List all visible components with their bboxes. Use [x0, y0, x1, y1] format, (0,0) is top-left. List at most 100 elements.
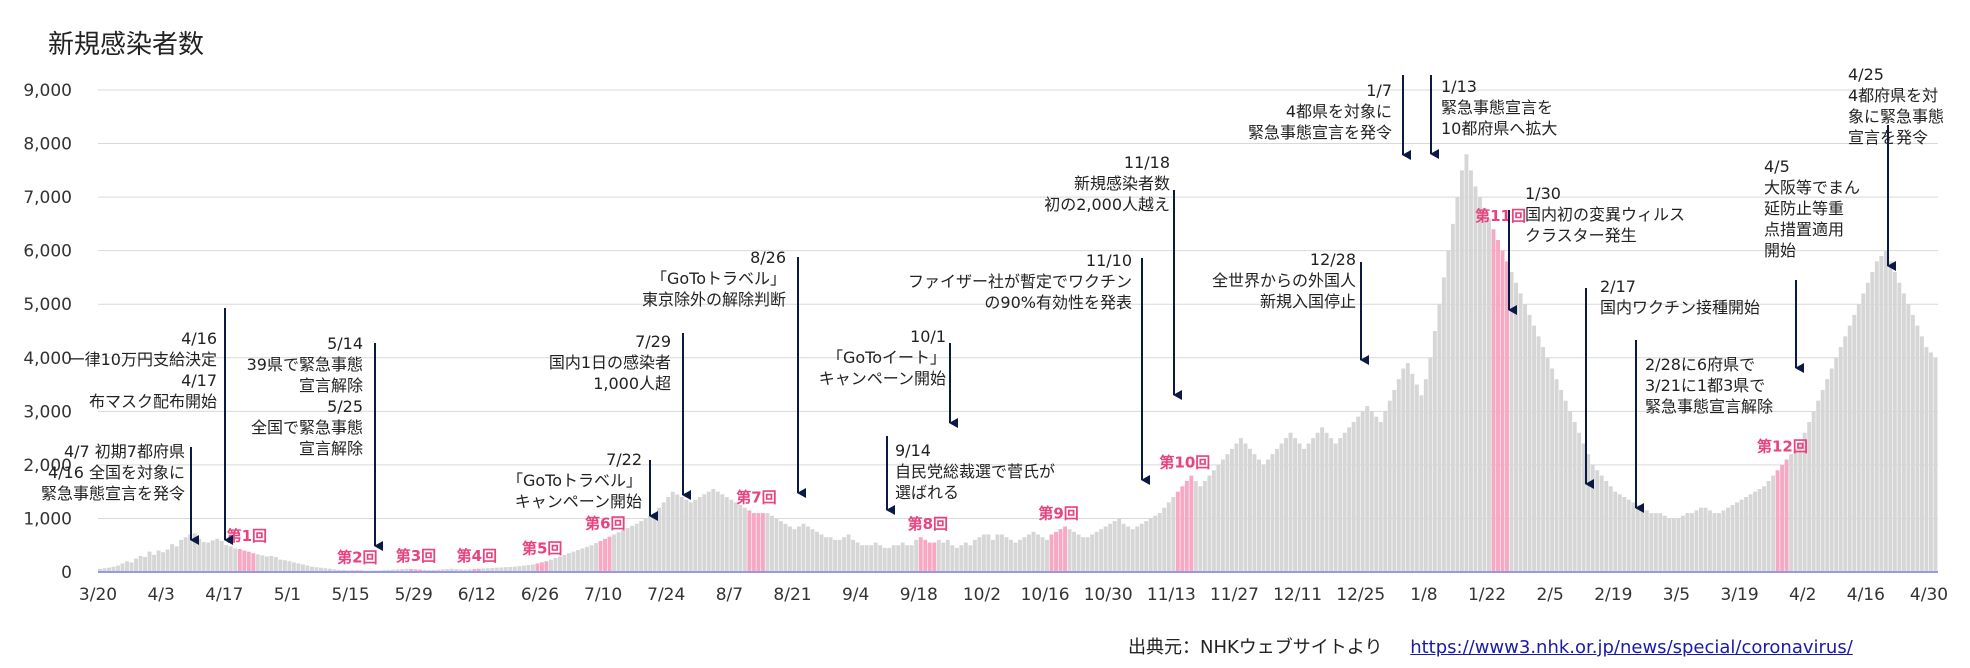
bar — [1712, 513, 1717, 572]
bar — [1229, 448, 1234, 572]
bar — [526, 565, 531, 572]
bar — [580, 548, 585, 572]
bar — [1157, 513, 1162, 572]
bar — [571, 551, 576, 572]
bar — [810, 529, 815, 572]
bar — [508, 566, 513, 572]
bar — [309, 566, 314, 572]
x-tick-label: 7/24 — [647, 585, 685, 605]
bar — [1694, 510, 1699, 572]
bar — [98, 568, 102, 572]
bar — [643, 518, 648, 572]
bar — [219, 540, 224, 572]
bar — [851, 539, 856, 572]
bar — [815, 531, 819, 572]
bar — [891, 545, 896, 572]
bar — [909, 545, 914, 572]
x-tick-label: 3/5 — [1663, 585, 1690, 605]
bar — [918, 537, 923, 572]
bar — [296, 563, 301, 572]
bar — [1081, 537, 1086, 572]
x-tick-label: 3/20 — [79, 585, 117, 605]
bar — [1874, 261, 1879, 572]
bar — [1464, 154, 1469, 572]
bar — [603, 538, 608, 572]
bar — [201, 542, 206, 572]
bar — [1022, 537, 1027, 572]
bar — [1094, 531, 1099, 572]
bar — [1027, 534, 1031, 572]
x-tick-label: 9/18 — [900, 585, 938, 605]
bar — [1667, 518, 1672, 572]
bar — [833, 539, 838, 572]
wave-label: 第8回 — [908, 515, 948, 533]
bar — [1514, 282, 1518, 572]
bar — [183, 537, 188, 572]
bar — [675, 494, 680, 572]
bar — [400, 569, 405, 572]
annotation-text: 12/28 全世界からの外国人新規入国停止 — [1212, 250, 1356, 311]
bar — [260, 555, 265, 572]
bar — [404, 568, 409, 572]
bar — [264, 556, 269, 572]
bar — [1527, 314, 1532, 572]
bar — [621, 530, 626, 572]
bar — [1816, 400, 1821, 572]
bar — [706, 491, 711, 572]
bar — [1807, 422, 1812, 572]
bar — [1496, 239, 1500, 572]
bar — [1491, 229, 1496, 572]
x-tick-label: 4/17 — [205, 585, 243, 605]
bar — [1834, 357, 1839, 572]
annotation-text: 8/26 「GoToトラベル」東京除外の解除判断 — [642, 248, 786, 309]
bar — [774, 518, 779, 572]
bar — [1590, 464, 1595, 572]
bar — [1586, 454, 1591, 572]
bar — [102, 568, 107, 572]
bar — [1735, 502, 1739, 572]
gridlines — [98, 89, 1938, 519]
annotation-text: 2/28に6府県で 3/21に1都3県で緊急事態宣言解除 — [1645, 355, 1773, 416]
bar — [111, 566, 116, 572]
bar — [1455, 197, 1460, 572]
annotation-text: 7/29 国内1日の感染者 1,000人超 — [549, 332, 671, 393]
bar — [670, 491, 675, 572]
bar — [454, 569, 459, 572]
bar — [1383, 411, 1388, 572]
bar — [282, 560, 287, 572]
bar — [1924, 347, 1929, 572]
bar — [436, 569, 441, 572]
bar — [1608, 486, 1613, 572]
bar — [1248, 448, 1252, 572]
bar — [756, 513, 761, 572]
bar — [963, 542, 968, 572]
annotation-text: 4/16 一律10万円支給決定 4/17 布マスク配布開始 — [69, 329, 217, 411]
bar — [1018, 539, 1022, 572]
bar — [246, 551, 251, 572]
bar — [1144, 521, 1149, 572]
bar — [1284, 438, 1288, 572]
bar — [228, 546, 233, 572]
bar — [1279, 443, 1284, 572]
bar — [1225, 454, 1230, 572]
bar — [738, 505, 743, 572]
bar — [1482, 207, 1487, 573]
wave-label: 第4回 — [457, 547, 497, 565]
bar — [1780, 464, 1785, 572]
bar — [1640, 507, 1645, 572]
bar — [1252, 454, 1257, 572]
bar — [558, 556, 562, 572]
bar — [485, 568, 490, 572]
bar — [215, 538, 220, 572]
source-link[interactable]: https://www3.nhk.or.jp/news/special/coro… — [1410, 637, 1853, 658]
x-tick-label: 9/4 — [842, 585, 869, 605]
bar — [616, 532, 621, 572]
bar — [1635, 505, 1640, 572]
bar — [1856, 304, 1861, 572]
bar — [517, 566, 522, 572]
bar — [1234, 443, 1239, 572]
bar — [769, 515, 774, 572]
bar — [1559, 389, 1564, 572]
bar — [440, 569, 445, 572]
